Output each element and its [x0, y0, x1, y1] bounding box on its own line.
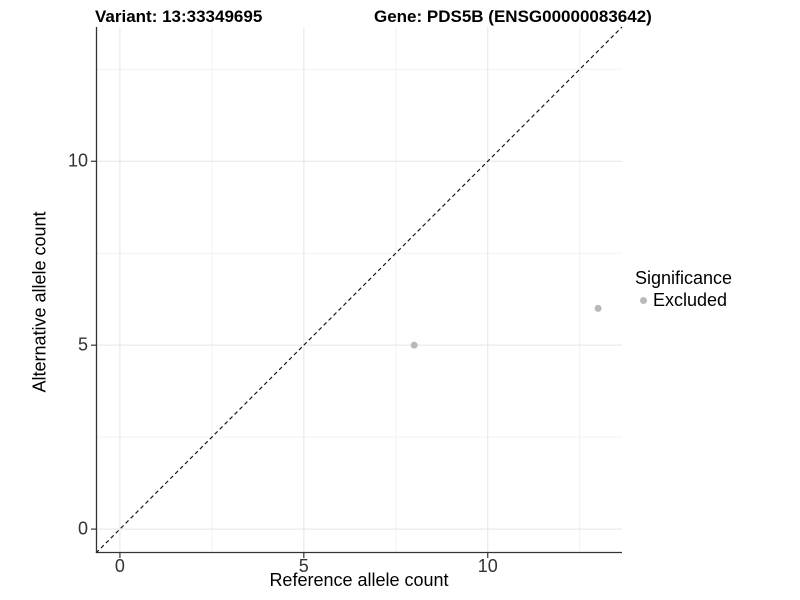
x-axis-title: Reference allele count	[269, 570, 449, 590]
plot-canvas	[91, 26, 623, 558]
legend-item-label: Excluded	[653, 290, 728, 310]
data-point	[594, 304, 602, 312]
y-axis-title: Alternative allele count	[29, 211, 50, 393]
x-tick-label: 0	[114, 556, 125, 576]
y-tick-label: 0	[77, 518, 88, 539]
plot-panel	[91, 26, 623, 558]
x-tick-label: 10	[477, 556, 498, 576]
y-tick-label: 10	[67, 150, 88, 171]
data-point	[410, 341, 418, 349]
y-tick-label: 5	[77, 334, 88, 355]
variant-title: Variant: 13:33349695	[95, 7, 263, 26]
legend: Significance Excluded	[635, 268, 732, 311]
x-tick-label: 5	[298, 556, 309, 576]
excluded-point-swatch	[640, 297, 647, 304]
identity-line	[95, 26, 623, 554]
gene-title: Gene: PDS5B (ENSG00000083642)	[374, 7, 652, 26]
legend-title: Significance	[635, 268, 733, 288]
legend-item-excluded: Excluded	[635, 290, 732, 311]
